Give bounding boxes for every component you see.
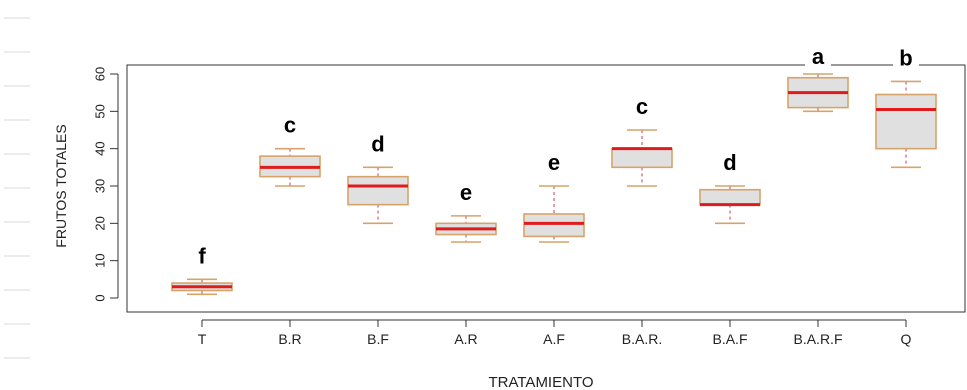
x-tick-label: B.A.R.F — [793, 331, 842, 347]
y-axis-title: FRUTOS TOTALES — [53, 124, 69, 247]
x-tick-label: A.F — [543, 331, 565, 347]
letter-background — [805, 44, 831, 70]
boxes — [171, 73, 937, 296]
box-B.A.R.F — [787, 73, 849, 113]
x-axis: T B.R B.F A.R A.F B.A.R. B.A.F B.A.R.F Q — [198, 319, 912, 347]
x-tick-label: T — [198, 331, 207, 347]
x-tick-label: Q — [901, 331, 912, 347]
significance-letter: c — [284, 113, 296, 138]
significance-letter: e — [460, 180, 472, 205]
significance-letter: c — [636, 94, 648, 119]
y-tick-label: 40 — [92, 141, 107, 155]
y-tick-label: 60 — [92, 67, 107, 81]
significance-letter: e — [548, 150, 560, 175]
y-tick-label: 0 — [92, 294, 107, 301]
x-axis-title: TRATAMIENTO — [489, 374, 594, 390]
iqr-box — [611, 147, 673, 169]
iqr-box — [699, 188, 761, 206]
box-B.A.F — [699, 185, 761, 225]
significance-letter: a — [812, 44, 825, 69]
box-B.R — [259, 147, 321, 187]
x-tick-label: B.F — [367, 331, 389, 347]
box-T — [171, 278, 233, 296]
box-A.F — [523, 185, 585, 243]
x-tick-label: A.R — [454, 331, 477, 347]
box-A.R — [435, 215, 497, 243]
significance-letter: f — [198, 243, 206, 268]
box-Q — [875, 80, 937, 169]
left-margin-marks — [4, 17, 30, 359]
y-axis: 0 10 20 30 40 50 60 — [92, 67, 119, 302]
significance-letters: f c d e e c d a b — [198, 44, 919, 268]
y-tick-label: 30 — [92, 179, 107, 193]
x-tick-label: B.A.R. — [622, 331, 662, 347]
plot-frame — [126, 64, 966, 313]
y-tick-label: 20 — [92, 216, 107, 230]
iqr-box — [523, 213, 585, 238]
x-tick-label: B.R — [278, 331, 301, 347]
significance-letter: b — [899, 45, 912, 70]
y-tick-label: 10 — [92, 253, 107, 267]
letter-background — [893, 45, 919, 72]
significance-letter: d — [723, 150, 736, 175]
x-tick-label: B.A.F — [712, 331, 747, 347]
significance-letter: d — [371, 131, 384, 156]
iqr-box — [347, 175, 409, 206]
iqr-box — [875, 93, 937, 150]
box-B.F — [347, 166, 409, 225]
y-tick-label: 50 — [92, 104, 107, 118]
box-B.A.R. — [611, 129, 673, 187]
